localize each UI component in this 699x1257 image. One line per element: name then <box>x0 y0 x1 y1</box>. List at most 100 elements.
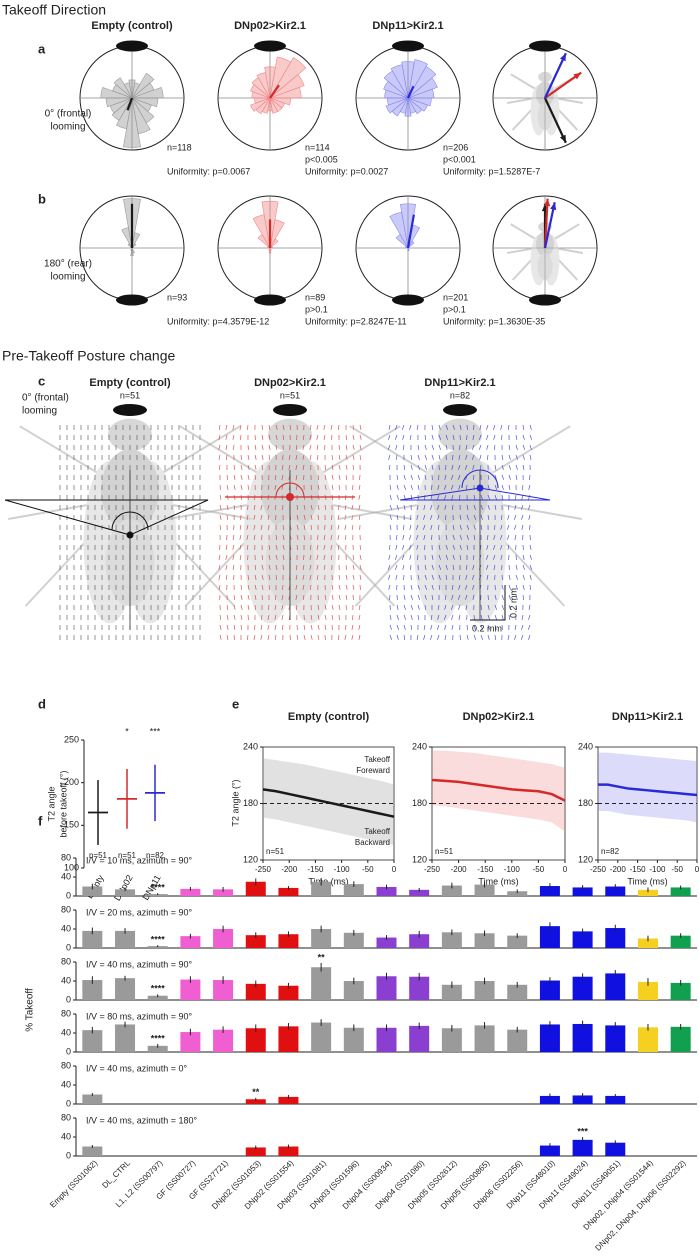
vector <box>522 594 525 601</box>
vector <box>464 464 468 470</box>
stat-label: Uniformity: p=1.3630E-35 <box>443 316 545 326</box>
vector <box>458 614 461 620</box>
vector <box>331 464 334 470</box>
vector <box>268 554 271 560</box>
vector <box>417 614 420 620</box>
vector <box>324 624 327 630</box>
vector <box>423 504 426 510</box>
vector <box>267 484 270 490</box>
bar <box>474 981 495 1000</box>
vector <box>247 424 249 431</box>
bar <box>376 886 397 896</box>
vector <box>501 454 504 460</box>
vector <box>281 464 284 470</box>
bar <box>213 929 234 948</box>
vector <box>493 564 496 570</box>
x-axis-label: Time (ms) <box>627 876 667 886</box>
fly-leg <box>312 425 401 480</box>
vector <box>246 514 249 520</box>
vector <box>472 584 475 590</box>
vector <box>267 614 270 620</box>
vector <box>388 464 391 470</box>
vector <box>403 464 406 470</box>
bar <box>376 937 397 948</box>
vector <box>225 554 228 560</box>
vector <box>444 594 447 600</box>
vector <box>500 554 503 560</box>
y-tick-label: 250 <box>64 734 79 744</box>
vector <box>233 474 236 480</box>
bar <box>670 887 691 896</box>
vector <box>457 594 461 600</box>
vector <box>515 564 518 570</box>
vector <box>402 564 405 570</box>
vector <box>351 504 354 510</box>
vector <box>254 584 257 590</box>
bar <box>441 1028 462 1052</box>
mean-vector <box>126 97 134 111</box>
vector <box>514 634 517 640</box>
vector <box>275 434 278 440</box>
vector <box>473 494 476 500</box>
vector <box>444 604 447 610</box>
vector <box>410 484 413 490</box>
vector <box>338 574 341 580</box>
vector <box>219 484 221 491</box>
x-tick-label: -50 <box>671 865 683 874</box>
vector <box>396 634 399 640</box>
vector <box>430 614 433 620</box>
vector <box>317 484 320 490</box>
vector <box>508 474 511 480</box>
n-label: n=82 <box>601 847 620 856</box>
vector <box>521 514 524 520</box>
vector <box>424 444 427 450</box>
vector <box>445 554 449 560</box>
vector <box>529 544 532 550</box>
vector <box>282 544 285 550</box>
bar <box>147 1045 168 1052</box>
vector <box>409 534 412 540</box>
significance: * <box>125 726 129 736</box>
vector <box>431 594 434 600</box>
vector <box>430 504 433 510</box>
vector <box>465 574 468 580</box>
vector <box>486 454 489 460</box>
vector <box>218 554 221 560</box>
vector <box>310 514 313 520</box>
rose-wedge <box>407 77 438 99</box>
rose-wedge <box>256 72 271 99</box>
bar <box>605 1142 626 1156</box>
rose-wedge <box>269 238 279 249</box>
vector <box>473 514 477 520</box>
vector <box>431 584 434 590</box>
vector <box>303 524 306 530</box>
panel-label: c <box>38 373 45 388</box>
y-tick-label: 0 <box>66 1046 71 1056</box>
vector <box>501 484 504 490</box>
scale-bar <box>470 585 506 621</box>
vector <box>515 464 518 470</box>
vector <box>219 514 222 520</box>
vector <box>417 584 420 590</box>
panel-label: e <box>232 696 239 711</box>
vector <box>275 554 278 560</box>
rose-wedge <box>269 86 302 99</box>
vector <box>437 484 440 490</box>
vector <box>275 534 278 540</box>
vector <box>513 514 517 520</box>
vector <box>274 624 277 630</box>
n-label: n=51 <box>266 847 285 856</box>
vector <box>233 624 236 630</box>
vector <box>352 444 355 450</box>
vector <box>451 624 454 630</box>
summary-arrow-head <box>550 202 557 211</box>
x-tick-label: 0 <box>392 865 397 874</box>
fly-leg <box>482 425 571 480</box>
rose-wedge <box>128 79 136 99</box>
vector <box>501 624 503 631</box>
vector <box>472 434 475 440</box>
vector <box>309 554 312 560</box>
stat-label: Uniformity: p=0.0067 <box>167 166 250 176</box>
vector <box>395 564 398 570</box>
joint <box>286 493 294 501</box>
